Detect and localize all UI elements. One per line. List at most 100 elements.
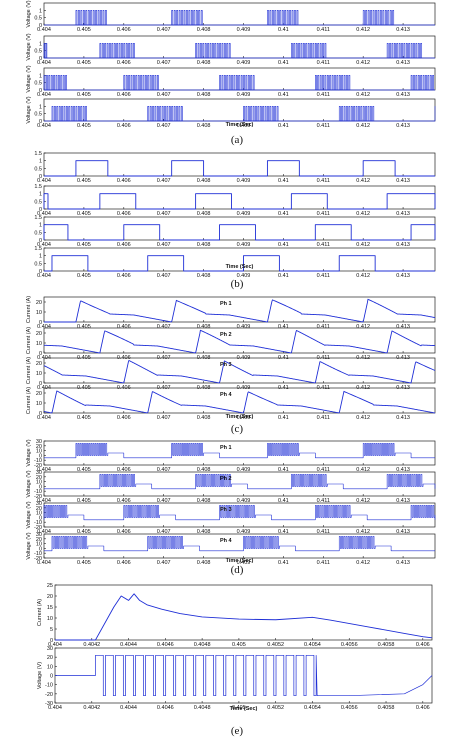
chart-3-plot-2-ytick-label: 10 <box>36 511 42 517</box>
chart-3-plot-2-ytick-label: -20 <box>34 525 42 531</box>
chart-1-plot-2-frame <box>43 216 436 241</box>
chart-0-plot-0-ytick-label: 0.5 <box>34 16 42 22</box>
chart-0-plot-2-xtick-label: 0.41 <box>278 92 289 98</box>
chart-1-plot-0-xtick-label: 0.411 <box>317 178 330 184</box>
chart-3-plot-1-xtick-label: 0.408 <box>197 498 211 504</box>
chart-3-series-3-voltage-trace <box>44 536 435 552</box>
chart-1-plot-1-ytick-label: 1 <box>39 192 42 198</box>
chart-1-plot-2-xtick-label: 0.406 <box>117 242 131 248</box>
chart-3-series-2-voltage-trace <box>43 505 436 521</box>
chart-0-plot-3-xtick-label: 0.404 <box>37 123 51 129</box>
chart-0-plot-1-xtick-label: 0.41 <box>278 60 289 66</box>
chart-0-plot-0-xtick-label: 0.412 <box>356 27 370 33</box>
chart-1-plot-3-ytick-label: 0 <box>39 269 42 275</box>
chart-0-plot-3-xtick-label: 0.412 <box>356 123 370 129</box>
chart-3-plot-1-ytick-label: 0 <box>39 484 42 490</box>
chart-2-series-3-name: Ph 4 <box>220 392 233 398</box>
chart-0-plot-0-xtick-label: 0.408 <box>197 27 211 33</box>
chart-0-plot-0-ytick-label: 0 <box>39 23 42 29</box>
chart-1-series-0-square-wave <box>44 160 435 177</box>
chart-3-series-0-name: Ph 1 <box>220 445 232 451</box>
chart-4-plot-0-ytick-label: 20 <box>47 594 53 600</box>
chart-3-plot-2-ylabel: Voltage (V) <box>26 501 32 528</box>
chart-3-plot-0-xtick-label: 0.407 <box>157 467 171 473</box>
chart-3-plot-2-xtick-label: 0.409 <box>237 529 251 535</box>
chart-0-plot-0-ylabel: Voltage (V) <box>26 0 32 27</box>
chart-0-plot-3-xtick-label: 0.41 <box>278 123 289 129</box>
chart-3-plot-0-ytick-label: 0 <box>39 453 42 459</box>
chart-0-plot-2-xtick-label: 0.411 <box>317 92 330 98</box>
chart-0-plot-1-xtick-label: 0.405 <box>77 60 91 66</box>
chart-2-series-3-current-trace <box>43 390 436 414</box>
chart-2-plot-0-xtick-label: 0.413 <box>396 324 410 330</box>
chart-1-plot-2-ytick-label: 0 <box>39 238 42 244</box>
chart-3-plot-2-ytick-label: -10 <box>34 520 42 526</box>
chart-3-plot-0-xtick-label: 0.411 <box>317 467 330 473</box>
chart-2-plot-3-xtick-label: 0.409 <box>237 415 251 421</box>
chart-4-plot-0-xtick-label: 0.4058 <box>378 642 395 648</box>
chart-3-plot-1-xtick-label: 0.405 <box>77 498 91 504</box>
chart-4-plot-0-ytick-label: 10 <box>47 616 53 622</box>
chart-2-plot-1-ytick-label: 20 <box>36 331 42 337</box>
chart-2-plot-3-xtick-label: 0.408 <box>197 415 211 421</box>
chart-0-plot-0-xtick-label: 0.41 <box>278 27 289 33</box>
chart-3-plot-0-frame <box>43 440 436 466</box>
chart-3-plot-1-ytick-label: -10 <box>34 489 42 495</box>
chart-1-series-1-square-wave <box>43 193 436 210</box>
chart-5-plot-0-xtick-label: 0.4042 <box>83 705 100 711</box>
chart-4-plot-0-xtick-label: 0.404 <box>48 642 62 648</box>
chart-3-plot-3-xtick-label: 0.411 <box>317 560 330 566</box>
chart-5-plot-0-xtick-label: 0.4058 <box>378 705 395 711</box>
chart-4-plot-0-ytick-label: 5 <box>50 627 53 633</box>
chart-1-plot-1-xtick-label: 0.407 <box>157 211 171 217</box>
chart-5-plot-0-ytick-label: -30 <box>45 701 53 707</box>
chart-0-plot-3-ytick-label: 1 <box>39 104 42 110</box>
chart-2-xlabel: Time (Sec) <box>226 414 254 420</box>
chart-2-plot-2-ylabel: Current (A) <box>26 357 32 384</box>
chart-0-plot-1-ytick-label: 1 <box>39 41 42 47</box>
chart-0-plot-0-ytick-label: 1 <box>39 8 42 14</box>
caption-1: (b) <box>231 278 244 290</box>
chart-3-series-1-name: Ph 2 <box>220 476 232 482</box>
chart-1-plot-2-ytick-label: 1 <box>39 223 42 229</box>
chart-3-plot-1-xtick-label: 0.412 <box>356 498 370 504</box>
chart-3-plot-0-xtick-label: 0.406 <box>117 467 131 473</box>
chart-3-plot-3-xtick-label: 0.412 <box>356 560 370 566</box>
chart-1-plot-2-xtick-label: 0.412 <box>356 242 370 248</box>
chart-2-plot-1-ytick-label: 0 <box>39 351 42 357</box>
chart-0-plot-1-xtick-label: 0.408 <box>197 60 211 66</box>
chart-3-plot-1-ytick-label: -20 <box>34 494 42 500</box>
chart-3-series-1-voltage-trace <box>44 474 436 490</box>
chart-0-series-3-pulse-train-2 <box>243 106 279 122</box>
chart-1-plot-2-xtick-label: 0.41 <box>278 242 289 248</box>
chart-0-plot-1-ytick-label: 0.5 <box>34 49 42 55</box>
caption-2: (c) <box>231 423 244 435</box>
chart-4-plot-0-xtick-label: 0.4054 <box>304 642 321 648</box>
chart-1-plot-1-xtick-label: 0.405 <box>77 211 91 217</box>
chart-0-plot-2-xtick-label: 0.412 <box>356 92 370 98</box>
chart-0-plot-2-ytick-label: 1 <box>39 73 42 79</box>
chart-0-plot-3-ylabel: Voltage (V) <box>26 96 32 123</box>
chart-1-plot-2-xtick-label: 0.413 <box>396 242 410 248</box>
chart-2-plot-1-ytick-label: 10 <box>36 341 42 347</box>
chart-5-plot-0-xtick-label: 0.4048 <box>194 705 211 711</box>
chart-1-plot-2-xtick-label: 0.405 <box>77 242 91 248</box>
chart-3-xlabel: Time (Sec) <box>226 558 254 564</box>
chart-2-plot-3-xtick-label: 0.41 <box>278 415 289 421</box>
chart-2-plot-2-frame <box>43 357 436 384</box>
chart-0-plot-3-xtick-label: 0.405 <box>77 123 91 129</box>
chart-5-voltage-trace <box>55 654 433 697</box>
chart-2-series-1-name: Ph 2 <box>220 332 232 338</box>
figure-layer: 00.510.404 0.405 0.406 0.407 0.408 0.409 0.41 0… <box>26 0 436 737</box>
chart-0-series-2-pulse-train-0 <box>43 75 67 91</box>
chart-2-plot-0-ytick-label: 0 <box>39 320 42 326</box>
chart-3-plot-3-xtick-label: 0.409 <box>237 560 251 566</box>
chart-3-plot-3-xtick-label: 0.413 <box>396 560 410 566</box>
caption-0: (a) <box>231 134 244 146</box>
chart-1-plot-3-xtick-label: 0.405 <box>77 273 91 279</box>
chart-0-series-1-pulse-train-2 <box>195 43 231 59</box>
chart-0-series-0-pulse-train-0 <box>75 10 107 26</box>
chart-1-plot-3-ytick-label: 0.5 <box>34 261 42 267</box>
chart-0-plot-2-xtick-label: 0.413 <box>396 92 410 98</box>
